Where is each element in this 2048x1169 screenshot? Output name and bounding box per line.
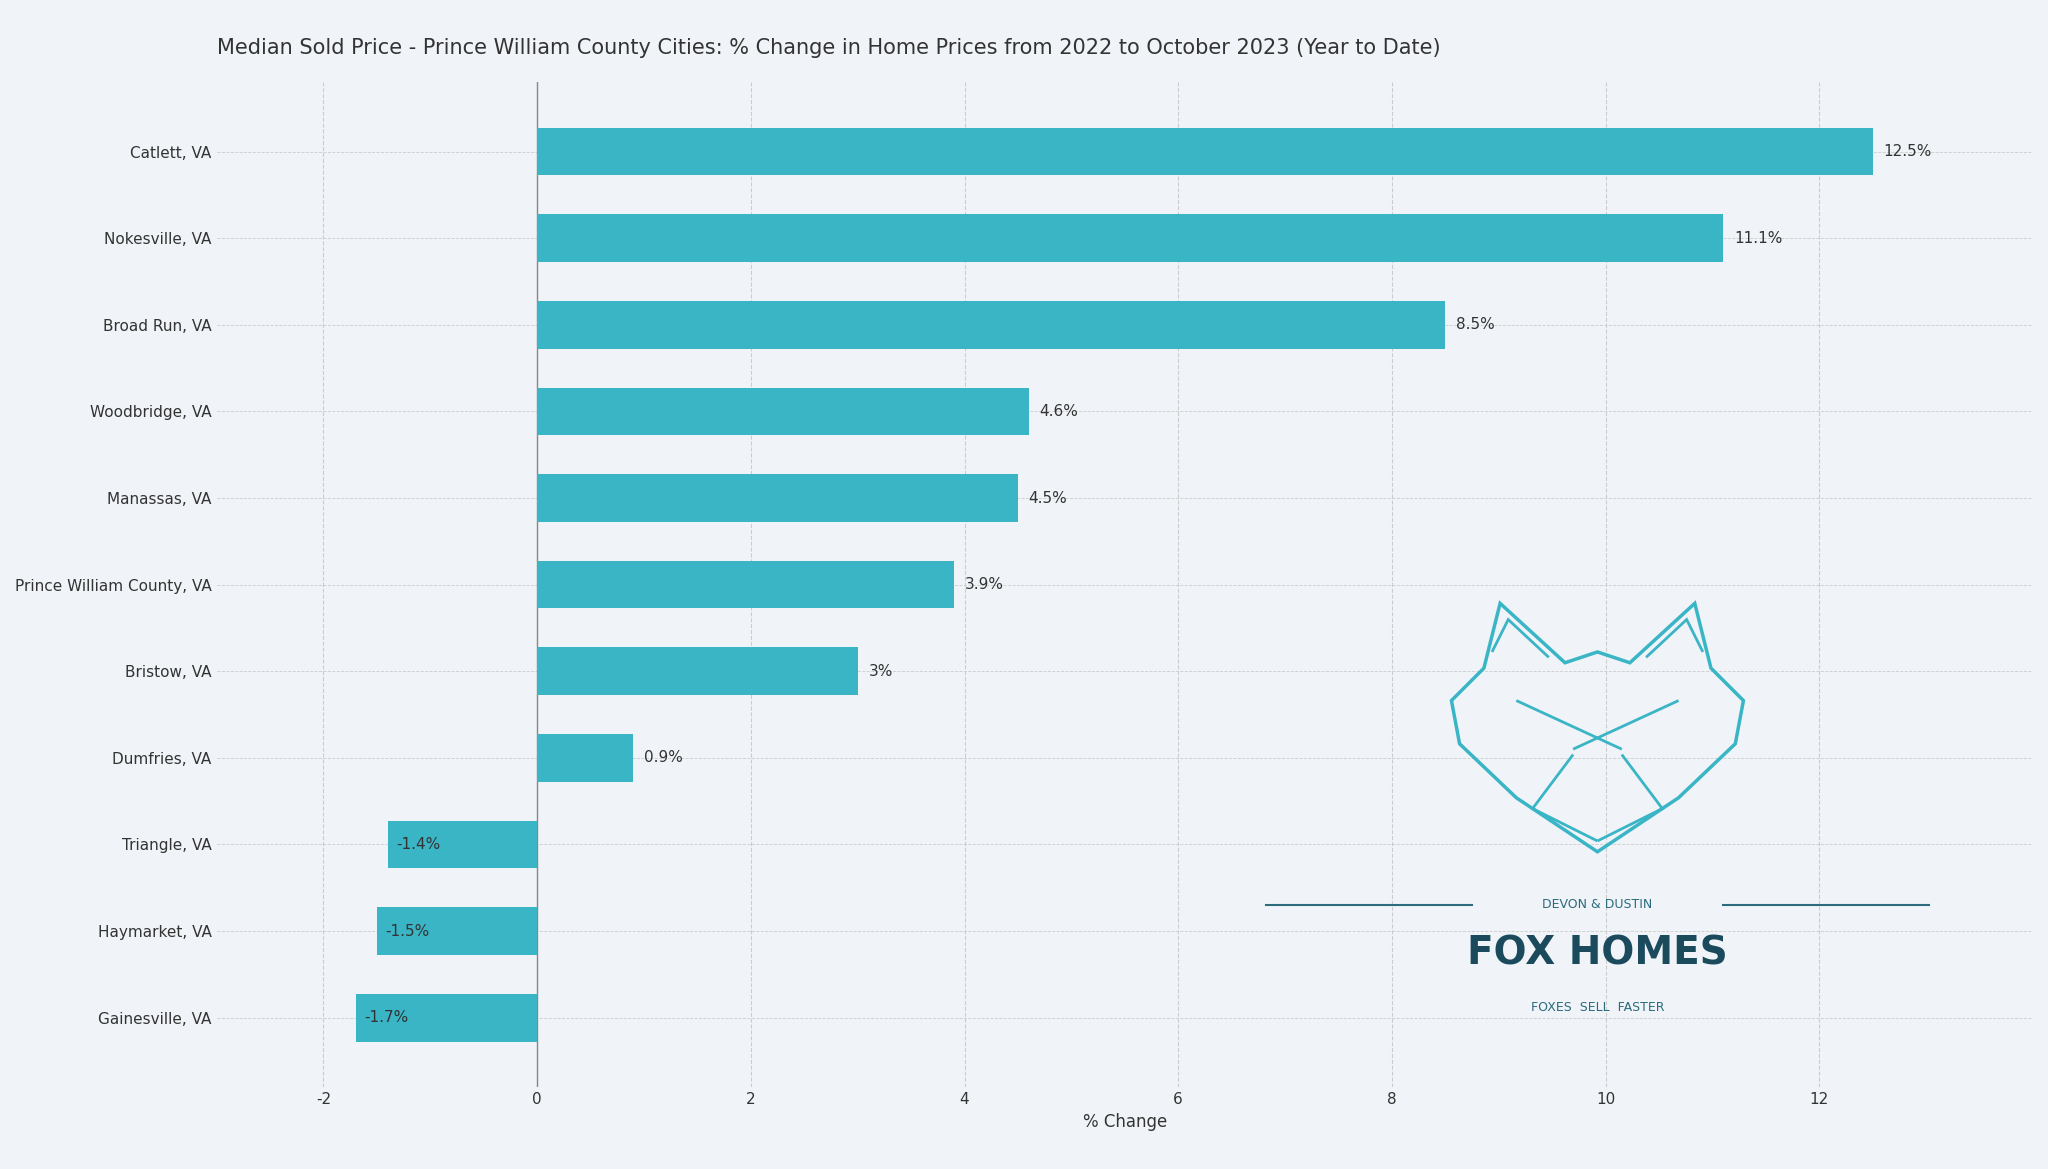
Bar [537,302,1446,348]
Text: -1.5%: -1.5% [385,924,430,939]
Text: FOX HOMES: FOX HOMES [1466,935,1729,973]
Bar [387,821,537,869]
Bar [356,994,537,1042]
Text: 3%: 3% [868,664,893,679]
Bar [537,561,954,609]
Bar [377,907,537,955]
Text: 4.6%: 4.6% [1038,404,1077,419]
Bar [537,734,633,782]
Bar [537,388,1028,435]
Bar [537,127,1872,175]
Bar [537,214,1722,262]
Text: 12.5%: 12.5% [1884,144,1931,159]
Text: 8.5%: 8.5% [1456,317,1495,332]
Bar [537,475,1018,521]
Text: DEVON & DUSTIN: DEVON & DUSTIN [1542,898,1653,912]
Text: -1.7%: -1.7% [365,1010,408,1025]
Text: 11.1%: 11.1% [1735,230,1782,245]
Text: 4.5%: 4.5% [1028,491,1067,505]
Text: -1.4%: -1.4% [395,837,440,852]
Text: 3.9%: 3.9% [965,577,1004,593]
X-axis label: % Change: % Change [1083,1113,1167,1130]
Text: 0.9%: 0.9% [643,750,682,766]
Text: FOXES  SELL  FASTER: FOXES SELL FASTER [1530,1002,1665,1015]
Text: Median Sold Price - Prince William County Cities: % Change in Home Prices from 2: Median Sold Price - Prince William Count… [217,39,1440,58]
Bar [537,648,858,696]
